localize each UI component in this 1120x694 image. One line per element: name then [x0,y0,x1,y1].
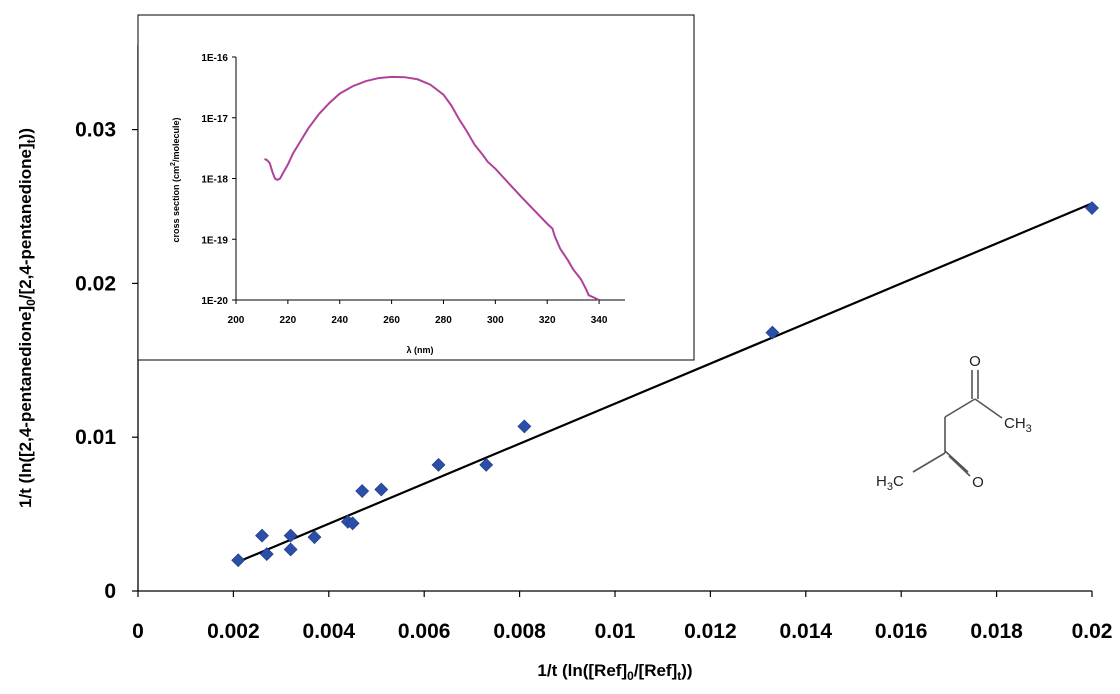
atom-o-bottom: O [972,474,984,491]
inset-y-tick-label: 1E-18 [201,175,228,186]
main-x-tick-label: 0.012 [684,620,737,643]
inset-x-tick-label: 200 [228,315,245,326]
inset-frame [137,14,695,361]
bond-c2-ch3 [974,398,1003,419]
main-y-tick-label: 0.01 [75,426,116,449]
data-point [479,457,494,472]
data-point [259,547,274,562]
main-x-tick-label: 0.002 [207,620,260,643]
data-point [255,528,269,543]
inset-y-tick-label: 1E-20 [201,296,228,307]
inset-y-ticks: 1E-20 1E-19 1E-18 1E-17 1E-16 [201,53,236,307]
main-x-tick-label: 0.02 [1072,620,1113,643]
data-point [1085,201,1099,215]
atom-o-top: O [969,353,981,370]
fit-line [237,202,1093,563]
inset-y-axis-label: cross section (cm2/molecule) [170,118,181,243]
inset-y-tick-label: 1E-19 [201,235,228,246]
data-point [765,325,780,340]
data-point [345,516,360,531]
main-x-tick-label: 0.008 [493,620,546,643]
inset-chart: 200 220 240 260 280 300 320 340 1E-20 1E-19 1E-18… [137,14,695,361]
inset-x-tick-label: 320 [539,315,556,326]
main-x-tick-label: 0.018 [970,620,1023,643]
data-point [283,528,298,543]
bond-c4-o-bottom-a [944,450,969,473]
inset-x-ticks: 200 220 240 260 280 300 320 340 [228,300,608,326]
main-x-ticks: 0 0.002 0.004 0.006 0.008 0.01 0.012 0.014 0.016… [132,591,1112,643]
atom-ch3-right: CH3 [1004,415,1032,435]
inset-x-tick-label: 280 [435,315,452,326]
inset-x-tick-label: 240 [331,315,348,326]
main-y-axis-label: 1/t (ln([2,4-pentanedione]0/[2,4-pentane… [16,128,38,508]
main-y-tick-label: 0 [104,580,116,603]
inset-y-tick-label: 1E-16 [201,53,228,64]
inset-series-line [264,75,600,301]
bond-c4-ch3 [912,452,946,473]
main-y-tick-label: 0.02 [75,272,116,295]
data-point [307,530,322,545]
data-point [231,553,246,568]
inset-x-tick-label: 300 [487,315,504,326]
inset-y-tick-label: 1E-17 [201,114,228,125]
inset-x-tick-label: 220 [280,315,297,326]
inset-x-axis-label: λ (nm) [407,345,434,355]
data-point [283,542,298,557]
data-point [431,457,446,472]
main-y-tick-label: 0.03 [75,119,116,142]
data-point [517,419,532,434]
main-x-tick-label: 0.016 [875,620,928,643]
main-y-ticks: 0 0.01 0.02 0.03 [75,119,138,603]
main-x-tick-label: 0 [132,620,144,643]
main-points [231,201,1099,568]
main-x-tick-label: 0.006 [398,620,451,643]
data-point [374,482,389,497]
main-x-tick-label: 0.01 [595,620,636,643]
data-point [355,484,370,498]
molecule-structure-2-4-pentanedione: O CH3 H3C O [876,353,1032,493]
main-chart: 0 0.002 0.004 0.006 0.008 0.01 0.012 0.014 0.016… [16,45,1112,683]
main-x-axis-label: 1/t (ln([Ref]0/[Ref]t)) [537,661,692,683]
main-x-tick-label: 0.014 [780,620,833,643]
inset-x-tick-label: 340 [591,315,608,326]
bond-c4-o-bottom-b [948,455,971,477]
inset-x-tick-label: 260 [383,315,400,326]
bond-c2-c3 [944,398,976,418]
atom-h3c-left: H3C [876,473,904,493]
main-x-tick-label: 0.004 [303,620,356,643]
